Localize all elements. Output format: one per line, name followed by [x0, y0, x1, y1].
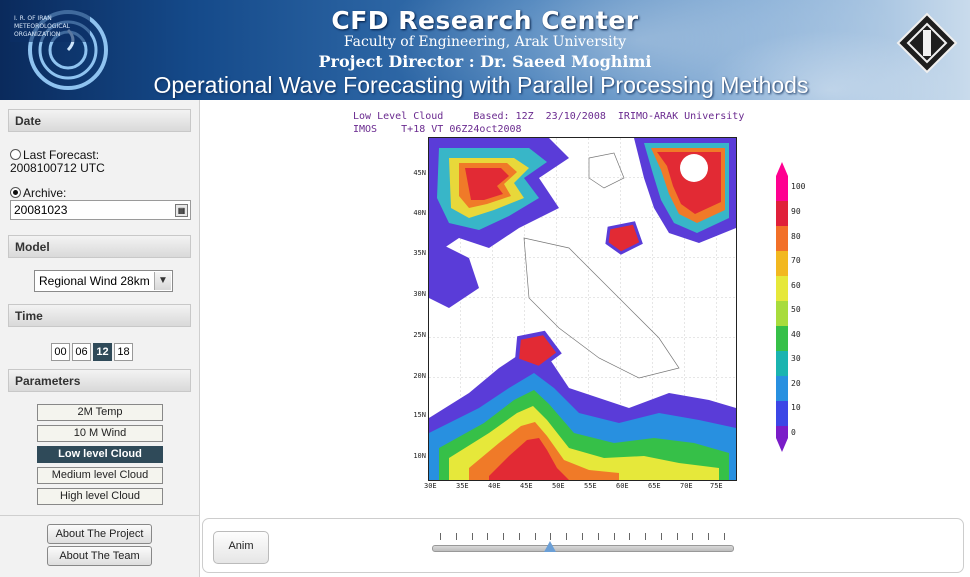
slider-tick — [487, 533, 489, 540]
project-subtitle: Operational Wave Forecasting with Parall… — [153, 72, 809, 98]
model-selected-value: Regional Wind 28km — [39, 274, 150, 288]
slider-tick — [660, 533, 662, 540]
slider-tick — [676, 533, 678, 540]
colorbar-label: 60 — [791, 281, 801, 290]
project-director-line: Project Director : Dr. Saeed Moghimi — [318, 52, 652, 71]
faculty-line: Faculty of Engineering, Arak University — [343, 34, 627, 50]
time-button-18[interactable]: 18 — [114, 343, 133, 361]
about-project-button[interactable]: About The Project — [47, 524, 152, 544]
colorbar-label: 10 — [791, 403, 801, 412]
lat-label: 25N — [413, 331, 426, 339]
lat-label: 30N — [413, 290, 426, 298]
colorbar-label: 90 — [791, 207, 801, 216]
svg-text:METEOROLOGICAL: METEOROLOGICAL — [14, 23, 71, 30]
svg-text:ORGANIZATION: ORGANIZATION — [14, 31, 60, 38]
colorbar — [776, 162, 788, 452]
colorbar-label: 100 — [791, 182, 806, 191]
lon-label: 45E — [520, 482, 533, 490]
time-selector: 00 06 12 18 — [51, 340, 135, 361]
archive-date-input[interactable]: 20081023 ▦ — [10, 200, 191, 220]
time-button-12[interactable]: 12 — [93, 343, 112, 361]
meteorological-organization-logo: I. R. OF IRAN METEOROLOGICAL ORGANIZATIO… — [10, 10, 108, 90]
slider-tick — [534, 533, 536, 540]
slider-tick — [566, 533, 568, 540]
parameter-low-level-cloud[interactable]: Low level Cloud — [37, 446, 163, 463]
model-section-header: Model — [8, 235, 191, 258]
sidebar-divider — [0, 515, 199, 516]
parameters-section-header: Parameters — [8, 369, 191, 392]
last-forecast-value: 2008100712 UTC — [10, 161, 105, 175]
chevron-down-icon[interactable]: ▼ — [154, 272, 171, 290]
archive-option[interactable]: Archive: — [10, 186, 66, 200]
parameter-10m-wind[interactable]: 10 M Wind — [37, 425, 163, 442]
time-section-header: Time — [8, 304, 191, 327]
map-title-line-1: Low Level Cloud Based: 12Z 23/10/2008 IR… — [353, 111, 745, 122]
about-team-button[interactable]: About The Team — [47, 546, 152, 566]
slider-tick — [645, 533, 647, 540]
lon-label: 70E — [680, 482, 693, 490]
parameter-medium-level-cloud[interactable]: Medium level Cloud — [37, 467, 163, 484]
slider-tick — [440, 533, 441, 540]
slider-tick — [613, 533, 615, 540]
parameter-high-level-cloud[interactable]: High level Cloud — [37, 488, 163, 505]
lon-label: 35E — [456, 482, 469, 490]
model-select[interactable]: Regional Wind 28km ▼ — [34, 270, 173, 292]
slider-tick — [582, 533, 583, 540]
lat-label: 10N — [413, 452, 426, 460]
site-header: I. R. OF IRAN METEOROLOGICAL ORGANIZATIO… — [0, 0, 970, 100]
parameter-2m-temp[interactable]: 2M Temp — [37, 404, 163, 421]
cloud-field-image — [429, 138, 736, 480]
date-section-header: Date — [8, 109, 191, 132]
cloud-forecast-map — [428, 137, 737, 481]
colorbar-label: 30 — [791, 354, 801, 363]
slider-tick — [629, 533, 631, 540]
lat-label: 45N — [413, 169, 426, 177]
lon-label: 50E — [552, 482, 565, 490]
lon-label: 75E — [710, 482, 723, 490]
anim-button[interactable]: Anim — [213, 531, 269, 564]
calendar-icon[interactable]: ▦ — [175, 204, 188, 217]
lat-label: 20N — [413, 372, 426, 380]
slider-thumb[interactable] — [544, 541, 557, 552]
slider-tick — [692, 533, 694, 540]
slider-tick — [724, 533, 725, 540]
slider-tick — [471, 533, 473, 540]
last-forecast-label: Last Forecast: — [23, 148, 100, 162]
archive-label: Archive: — [23, 186, 67, 200]
colorbar-label: 0 — [791, 428, 796, 437]
colorbar-label: 70 — [791, 256, 801, 265]
lat-label: 35N — [413, 249, 426, 257]
slider-tick — [518, 533, 520, 540]
center-title: CFD Research Center — [331, 6, 639, 35]
colorbar-label: 40 — [791, 330, 801, 339]
time-button-06[interactable]: 06 — [72, 343, 91, 361]
svg-text:I. R. OF IRAN: I. R. OF IRAN — [14, 15, 52, 22]
lat-label: 15N — [413, 411, 426, 419]
slider-tick — [550, 533, 552, 540]
header-wave-decoration — [380, 0, 900, 100]
slider-tick — [455, 533, 457, 540]
radio-button-selected[interactable] — [10, 187, 21, 198]
lon-label: 30E — [424, 482, 437, 490]
last-forecast-option[interactable]: Last Forecast: — [10, 148, 99, 162]
slider-tick — [597, 533, 599, 540]
colorbar-label: 80 — [791, 232, 801, 241]
arak-university-logo — [896, 12, 958, 74]
radio-button[interactable] — [10, 149, 21, 160]
lon-label: 40E — [488, 482, 501, 490]
archive-date-value: 20081023 — [14, 203, 68, 217]
slider-tick — [503, 533, 505, 540]
time-slider[interactable] — [432, 545, 734, 552]
time-button-00[interactable]: 00 — [51, 343, 70, 361]
colorbar-label: 50 — [791, 305, 801, 314]
map-title-line-2: IMOS T+18 VT 06Z24oct2008 — [353, 124, 522, 135]
lon-label: 60E — [616, 482, 629, 490]
colorbar-label: 20 — [791, 379, 801, 388]
lon-label: 55E — [584, 482, 597, 490]
lat-label: 40N — [413, 209, 426, 217]
lon-label: 65E — [648, 482, 661, 490]
slider-tick — [708, 533, 710, 540]
